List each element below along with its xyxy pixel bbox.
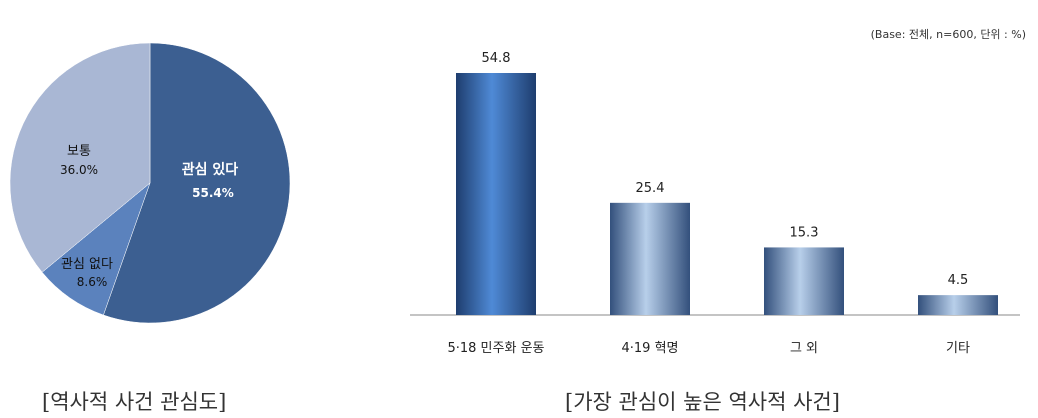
bar-3 xyxy=(918,295,998,315)
bar-chart: 54.8 5·18 민주화 운동 25.4 4·19 혁명 15.3 그 외 4.5 기타 xyxy=(410,51,1020,356)
slice-value-neutral: 36.0% xyxy=(60,163,98,177)
bar-value-label: 4.5 xyxy=(948,273,969,288)
bar-0 xyxy=(456,73,536,315)
bar-value-label: 54.8 xyxy=(482,51,511,66)
pie-slice-neutral xyxy=(9,42,151,273)
slice-value-not-interested: 8.6% xyxy=(77,275,108,289)
base-note: (Base: 전체, n=600, 단위 : %) xyxy=(870,28,1026,41)
x-tick-label: 기타 xyxy=(946,341,970,356)
bar-chart-caption: [가장 관심이 높은 역사적 사건] xyxy=(565,390,840,414)
bar-2 xyxy=(764,247,844,315)
slice-value-interested: 55.4% xyxy=(192,186,234,200)
pie-chart: 관심 있다 55.4% 보통 36.0% 관심 없다 8.6% xyxy=(9,42,291,324)
slice-label-neutral: 보통 xyxy=(67,144,91,159)
slice-label-interested: 관심 있다 xyxy=(182,161,239,178)
pie-chart-caption: [역사적 사건 관심도] xyxy=(42,390,227,414)
x-tick-label: 그 외 xyxy=(790,341,818,356)
bar-value-label: 25.4 xyxy=(636,181,665,196)
x-tick-label: 5·18 민주화 운동 xyxy=(447,341,544,356)
bar-1 xyxy=(610,202,690,315)
bar-value-label: 15.3 xyxy=(790,225,819,240)
x-tick-label: 4·19 혁명 xyxy=(622,341,679,356)
slice-label-not-interested: 관심 없다 xyxy=(61,257,113,272)
